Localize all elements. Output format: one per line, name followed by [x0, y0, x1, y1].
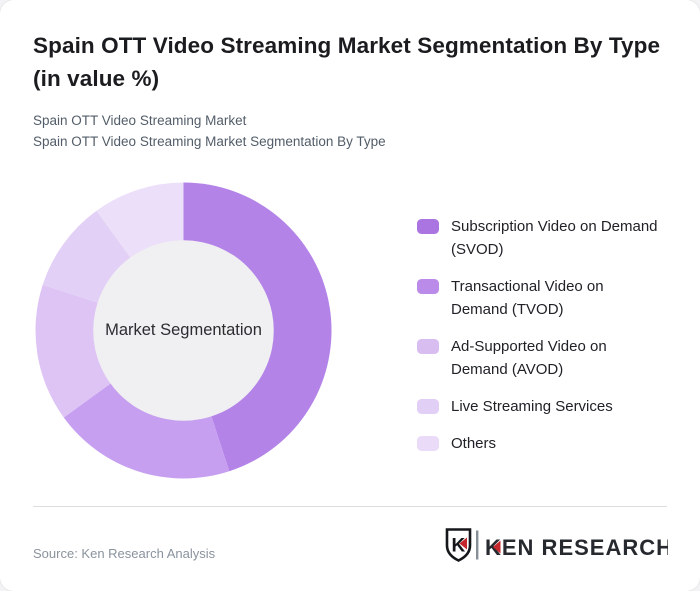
logo-divider-bar [476, 530, 479, 560]
chart-legend: Subscription Video on Demand (SVOD) Tran… [417, 215, 675, 469]
logo-shield-icon [445, 528, 472, 562]
legend-swatch-live-streaming [417, 399, 439, 414]
chart-subtitle-line1: Spain OTT Video Streaming Market [33, 113, 247, 128]
donut-center-hole [93, 240, 274, 421]
legend-swatch-svod [417, 219, 439, 234]
legend-item-avod[interactable]: Ad-Supported Video on Demand (AVOD) [417, 335, 675, 381]
legend-swatch-others [417, 436, 439, 451]
logo-monogram: K [452, 536, 466, 557]
logo-shield-red-triangle-icon [459, 537, 467, 550]
chart-subtitle-line2: Spain OTT Video Streaming Market Segment… [33, 134, 386, 149]
legend-label-tvod: Transactional Video on Demand (TVOD) [451, 278, 604, 318]
legend-item-svod[interactable]: Subscription Video on Demand (SVOD) [417, 215, 675, 261]
ken-research-logo: K KEN RESEARCH [445, 528, 668, 562]
source-attribution: Source: Ken Research Analysis [33, 546, 216, 561]
legend-label-others: Others [451, 435, 497, 452]
legend-label-avod: Ad-Supported Video on Demand (AVOD) [451, 338, 607, 378]
logo-brand-text: KEN RESEARCH [485, 535, 668, 560]
legend-label-live-streaming: Live Streaming Services [451, 398, 613, 415]
legend-item-others[interactable]: Others [417, 432, 675, 455]
page-title: Spain OTT Video Streaming Market Segment… [33, 33, 661, 91]
legend-item-tvod[interactable]: Transactional Video on Demand (TVOD) [417, 275, 675, 321]
legend-swatch-tvod [417, 279, 439, 294]
legend-item-live-streaming[interactable]: Live Streaming Services [417, 395, 675, 418]
legend-label-svod: Subscription Video on Demand (SVOD) [451, 218, 658, 258]
legend-swatch-avod [417, 339, 439, 354]
donut-center-label: Market Segmentation [105, 321, 262, 339]
footer-divider [33, 506, 667, 507]
logo-brand-red-triangle-icon [493, 540, 501, 554]
donut-chart[interactable] [35, 182, 332, 479]
